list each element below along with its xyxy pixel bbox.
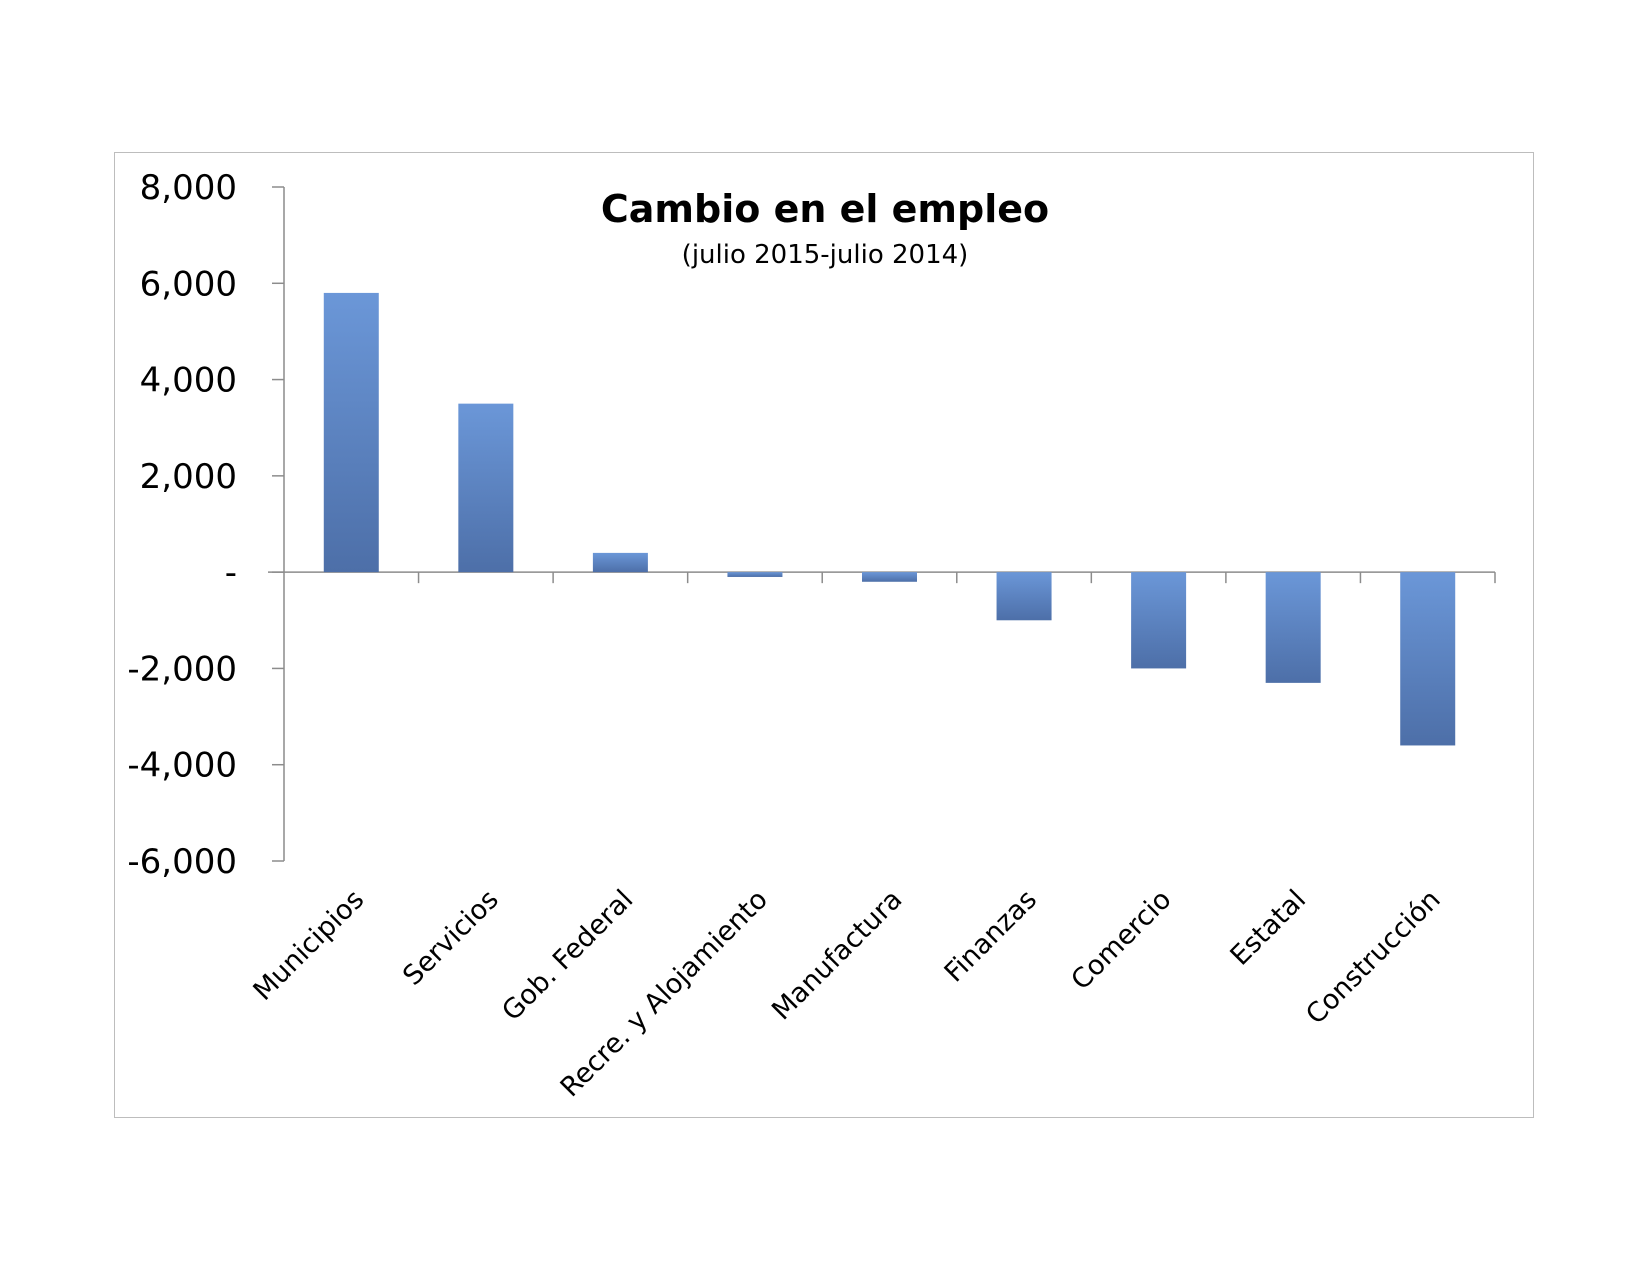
bar [1400,572,1456,746]
bar [862,572,917,582]
y-tick-label: -2,000 [127,649,237,689]
y-tick-label: 4,000 [140,361,237,401]
bar [458,403,514,573]
y-tick-label: -6,000 [127,842,237,882]
x-tick-label: Construcción [1300,884,1447,1031]
bars [323,292,1456,746]
bar [1131,572,1187,669]
bar [727,572,783,577]
x-tick-label: Municipios [247,884,370,1007]
chart-frame: Cambio en el empleo (julio 2015-julio 20… [114,152,1534,1118]
x-tick-label: Servicios [397,884,505,992]
bar-chart: Cambio en el empleo (julio 2015-julio 20… [127,168,1496,1103]
bar [592,552,648,573]
y-tick-label: - [225,553,237,593]
x-tick-label: Finanzas [939,884,1043,988]
x-tick-label: Estatal [1225,884,1313,972]
y-tick-label: 2,000 [140,457,237,497]
y-tick-label: 6,000 [140,264,237,304]
bar [1265,572,1321,683]
x-tick-label: Gob. Federal [496,884,639,1027]
bar [323,292,379,573]
x-tick-label: Manufactura [766,884,908,1026]
chart-subtitle: (julio 2015-julio 2014) [682,240,969,270]
chart-title: Cambio en el empleo [601,187,1049,231]
y-axis: 8,000 6,000 4,000 2,000 - -2,000 -4,000 -6,000 [127,168,285,882]
y-tick-label: -4,000 [127,746,237,786]
x-tick-label: Comercio [1065,884,1177,996]
y-tick-label: 8,000 [140,168,237,208]
bar [996,572,1052,621]
